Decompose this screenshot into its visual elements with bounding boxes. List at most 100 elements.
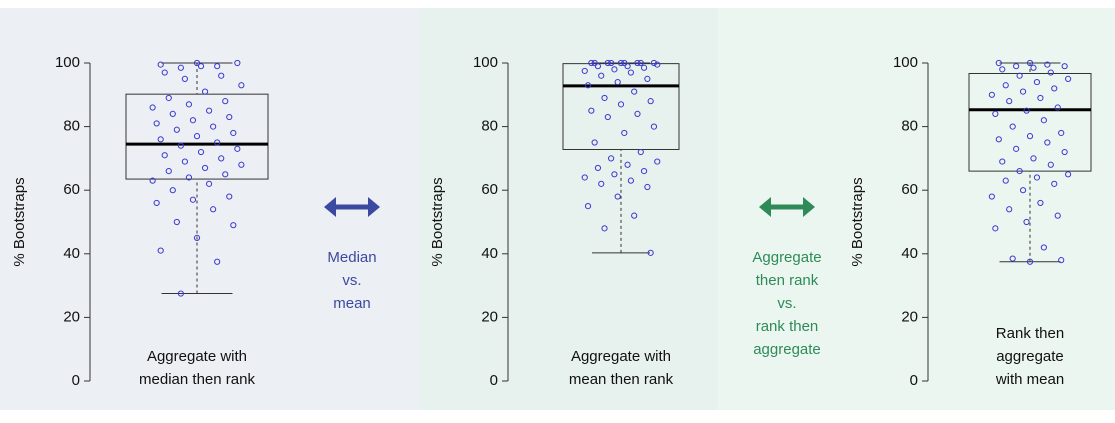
- point: [1061, 63, 1068, 70]
- point: [1026, 59, 1034, 67]
- point: [1054, 104, 1061, 111]
- point: [153, 199, 160, 207]
- y-tick-label: 100: [473, 54, 498, 71]
- y-axis-label: % Bootstraps: [849, 177, 866, 266]
- point: [1040, 244, 1047, 251]
- caption: median then rank: [139, 371, 255, 388]
- point: [631, 88, 638, 95]
- point: [604, 59, 611, 67]
- comparison-label: mean: [333, 295, 371, 312]
- point: [1030, 155, 1037, 162]
- y-tick-label: 80: [901, 118, 918, 135]
- point: [581, 174, 588, 181]
- point: [598, 72, 605, 79]
- y-axis-label: % Bootstraps: [11, 177, 28, 266]
- point: [218, 155, 225, 162]
- point: [185, 174, 193, 181]
- point: [189, 117, 197, 124]
- point: [591, 139, 598, 146]
- point: [640, 168, 648, 175]
- comparison-label: vs.: [777, 295, 796, 312]
- point: [210, 123, 217, 130]
- point: [1054, 212, 1061, 219]
- point: [591, 59, 598, 67]
- point: [149, 177, 156, 184]
- point: [999, 158, 1006, 165]
- point: [214, 258, 221, 265]
- point: [624, 63, 631, 70]
- point: [627, 69, 634, 76]
- point: [210, 206, 217, 213]
- point: [1019, 88, 1027, 95]
- caption: Aggregate with: [571, 348, 671, 365]
- y-tick-label: 20: [63, 308, 80, 325]
- y-tick-label: 60: [63, 181, 80, 198]
- y-tick-label: 100: [893, 54, 918, 71]
- box: [968, 72, 1092, 172]
- point: [631, 212, 638, 219]
- point: [637, 59, 644, 67]
- y-tick-label: 40: [901, 245, 918, 262]
- point: [206, 180, 213, 187]
- point: [222, 98, 229, 105]
- point: [181, 75, 188, 83]
- point: [594, 164, 602, 172]
- point: [185, 101, 193, 108]
- comparison-label: Median: [327, 249, 376, 266]
- caption: mean then rank: [569, 371, 674, 388]
- y-tick-label: 20: [901, 308, 918, 325]
- point: [654, 61, 661, 68]
- point: [611, 66, 618, 73]
- point: [1013, 145, 1020, 152]
- point: [1037, 94, 1044, 102]
- point: [177, 290, 184, 297]
- y-tick-label: 0: [490, 372, 498, 389]
- point: [1033, 174, 1041, 181]
- point: [995, 136, 1002, 143]
- point: [634, 110, 641, 117]
- comparison-label: rank then: [756, 318, 819, 335]
- point: [1051, 180, 1058, 187]
- point: [234, 59, 241, 67]
- point: [173, 218, 180, 226]
- point: [617, 59, 625, 67]
- point: [238, 161, 245, 168]
- point: [1051, 85, 1058, 92]
- point: [614, 78, 621, 86]
- point: [197, 63, 205, 70]
- point: [1044, 139, 1051, 146]
- box: [125, 93, 269, 180]
- y-tick-label: 80: [63, 118, 80, 135]
- y-tick-label: 0: [72, 372, 80, 389]
- point: [1016, 72, 1023, 79]
- point: [654, 158, 661, 165]
- caption: aggregate: [996, 348, 1064, 365]
- point: [177, 64, 184, 71]
- point: [614, 193, 621, 200]
- point: [1040, 117, 1047, 124]
- point: [181, 158, 188, 165]
- caption: Rank then: [996, 325, 1064, 342]
- point: [627, 177, 634, 184]
- point: [621, 59, 628, 67]
- point: [1058, 129, 1065, 137]
- point: [157, 247, 164, 254]
- point: [624, 161, 631, 168]
- point: [149, 104, 156, 111]
- point: [601, 94, 608, 102]
- point: [1013, 63, 1020, 70]
- point: [644, 183, 651, 191]
- point: [992, 110, 999, 117]
- point: [1006, 206, 1013, 213]
- point: [611, 171, 618, 178]
- point: [647, 249, 654, 256]
- comparison-label: Aggregate: [752, 249, 821, 266]
- point: [1065, 171, 1072, 178]
- point: [238, 82, 245, 89]
- point: [1058, 257, 1065, 264]
- point: [1016, 168, 1023, 175]
- point: [226, 193, 233, 200]
- point: [1023, 107, 1030, 114]
- point: [584, 82, 592, 89]
